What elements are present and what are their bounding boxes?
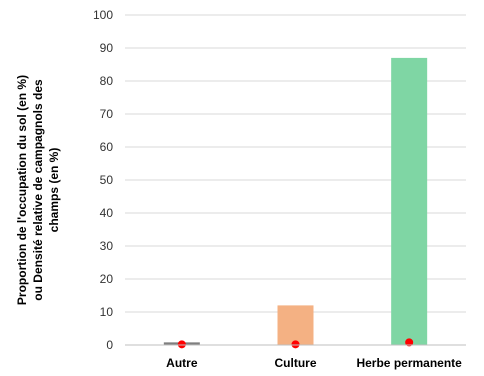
x-tick-label: Culture [275, 356, 317, 370]
points [177, 338, 414, 349]
y-tick-label: 0 [106, 338, 113, 352]
point-culture [291, 340, 300, 349]
y-tick-label: 80 [100, 74, 114, 88]
y-tick-label: 70 [100, 107, 114, 121]
y-axis-label-line: Proportion de l'occupation du sol (en %) [15, 75, 29, 305]
y-tick-label: 30 [100, 239, 114, 253]
y-tick-label: 100 [93, 8, 113, 22]
y-axis-label-line: ou Densité relative de campagnols des [31, 79, 45, 301]
category-labels: Autre Culture Herbe permanente [166, 356, 462, 370]
gridlines [125, 14, 466, 313]
bar-herbe-permanente [391, 57, 428, 346]
y-axis-label-line: champs (en %) [47, 148, 61, 233]
y-tick-label: 90 [100, 41, 114, 55]
y-tick-label: 60 [100, 140, 114, 154]
y-axis-label: Proportion de l'occupation du sol (en %)… [15, 75, 61, 305]
bars [163, 57, 428, 346]
bar-culture [277, 305, 314, 345]
y-tick-labels: 0 10 20 30 40 50 60 70 80 90 100 [93, 8, 113, 352]
point-herbe-permanente [405, 338, 414, 347]
x-tick-label: Autre [166, 356, 198, 370]
y-tick-label: 50 [100, 173, 114, 187]
point-autre [177, 340, 186, 349]
y-tick-label: 10 [100, 305, 114, 319]
y-tick-label: 40 [100, 206, 114, 220]
x-tick-label: Herbe permanente [356, 356, 462, 370]
y-tick-label: 20 [100, 272, 114, 286]
